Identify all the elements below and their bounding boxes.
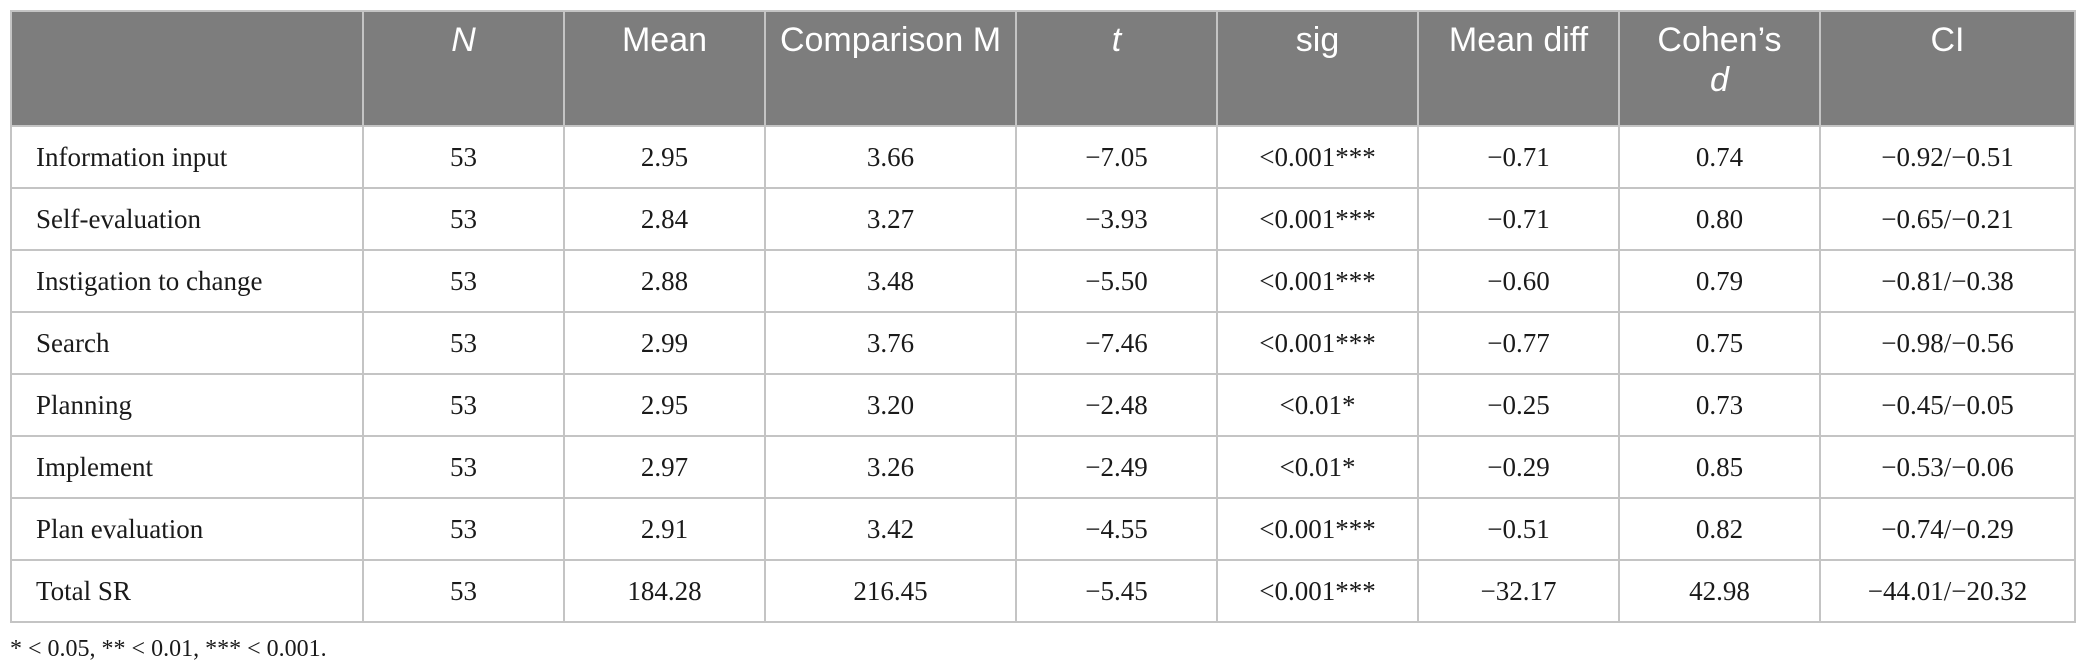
comparison-m-cell: 3.66 xyxy=(764,125,1017,189)
sig-cell: <0.001*** xyxy=(1216,559,1419,623)
row-label: Implement xyxy=(10,435,364,499)
n-cell: 53 xyxy=(362,187,565,251)
mean-diff-cell: −0.71 xyxy=(1417,187,1620,251)
ci-cell: −0.45/−0.05 xyxy=(1819,373,2076,437)
t-cell: −2.49 xyxy=(1015,435,1218,499)
n-cell: 53 xyxy=(362,125,565,189)
sig-cell: <0.01* xyxy=(1216,373,1419,437)
mean-cell: 184.28 xyxy=(563,559,766,623)
table-footnote: * < 0.05, ** < 0.01, *** < 0.001. xyxy=(10,636,327,662)
t-cell: −7.46 xyxy=(1015,311,1218,375)
table-row: Instigation to change 53 2.88 3.48 −5.50 <0.0… xyxy=(10,249,2076,313)
comparison-m-cell: 3.26 xyxy=(764,435,1017,499)
mean-diff-cell: −0.25 xyxy=(1417,373,1620,437)
mean-diff-cell: −0.29 xyxy=(1417,435,1620,499)
cohens-d-cell: 0.73 xyxy=(1618,373,1821,437)
table-row: Self-evaluation 53 2.84 3.27 −3.93 <0.001*** −… xyxy=(10,187,2076,251)
t-cell: −5.45 xyxy=(1015,559,1218,623)
table-row: Search 53 2.99 3.76 −7.46 <0.001*** −0.77 0.75−… xyxy=(10,311,2076,375)
table-header: N Mean Comparison M t sig Mean diff Cohe… xyxy=(10,10,2076,127)
mean-cell: 2.91 xyxy=(563,497,766,561)
row-label: Search xyxy=(10,311,364,375)
header-cohens-d-letter: d xyxy=(1710,61,1729,99)
mean-diff-cell: −0.60 xyxy=(1417,249,1620,313)
mean-cell: 2.97 xyxy=(563,435,766,499)
table-body: Information input 53 2.95 3.66 −7.05 <0.001**… xyxy=(10,125,2076,623)
ci-cell: −0.53/−0.06 xyxy=(1819,435,2076,499)
row-label: Self-evaluation xyxy=(10,187,364,251)
sig-cell: <0.01* xyxy=(1216,435,1419,499)
header-ci: CI xyxy=(1819,10,2076,127)
comparison-m-cell: 3.76 xyxy=(764,311,1017,375)
cohens-d-cell: 0.82 xyxy=(1618,497,1821,561)
t-cell: −3.93 xyxy=(1015,187,1218,251)
sig-cell: <0.001*** xyxy=(1216,311,1419,375)
header-mean: Mean xyxy=(563,10,766,127)
cohens-d-cell: 0.74 xyxy=(1618,125,1821,189)
cohens-d-cell: 42.98 xyxy=(1618,559,1821,623)
row-label: Information input xyxy=(10,125,364,189)
ci-cell: −0.74/−0.29 xyxy=(1819,497,2076,561)
header-t: t xyxy=(1015,10,1218,127)
n-cell: 53 xyxy=(362,559,565,623)
n-cell: 53 xyxy=(362,373,565,437)
mean-diff-cell: −32.17 xyxy=(1417,559,1620,623)
table-row: Information input 53 2.95 3.66 −7.05 <0.001**… xyxy=(10,125,2076,189)
table-row: Implement 53 2.97 3.26 −2.49 <0.01* −0.29 0.85−… xyxy=(10,435,2076,499)
results-table-container: N Mean Comparison M t sig Mean diff Cohe… xyxy=(10,10,2076,623)
table-row: Total SR 53 184.28 216.45 −5.45 <0.001*** −32.… xyxy=(10,559,2076,623)
mean-diff-cell: −0.77 xyxy=(1417,311,1620,375)
n-cell: 53 xyxy=(362,311,565,375)
n-cell: 53 xyxy=(362,435,565,499)
header-cohens-d: Cohen’s d xyxy=(1618,10,1821,127)
comparison-m-cell: 3.42 xyxy=(764,497,1017,561)
comparison-m-cell: 3.48 xyxy=(764,249,1017,313)
ci-cell: −0.81/−0.38 xyxy=(1819,249,2076,313)
mean-diff-cell: −0.71 xyxy=(1417,125,1620,189)
header-row: N Mean Comparison M t sig Mean diff Cohe… xyxy=(10,10,2076,127)
header-mean-diff: Mean diff xyxy=(1417,10,1620,127)
cohens-d-cell: 0.79 xyxy=(1618,249,1821,313)
mean-cell: 2.95 xyxy=(563,125,766,189)
cohens-d-cell: 0.75 xyxy=(1618,311,1821,375)
header-blank xyxy=(10,10,364,127)
cohens-d-cell: 0.80 xyxy=(1618,187,1821,251)
mean-cell: 2.84 xyxy=(563,187,766,251)
sig-cell: <0.001*** xyxy=(1216,187,1419,251)
ci-cell: −44.01/−20.32 xyxy=(1819,559,2076,623)
n-cell: 53 xyxy=(362,497,565,561)
t-cell: −2.48 xyxy=(1015,373,1218,437)
n-cell: 53 xyxy=(362,249,565,313)
table-row: Planning 53 2.95 3.20 −2.48 <0.01* −0.25 0.73 −0… xyxy=(10,373,2076,437)
sig-cell: <0.001*** xyxy=(1216,125,1419,189)
row-label: Total SR xyxy=(10,559,364,623)
ci-cell: −0.98/−0.56 xyxy=(1819,311,2076,375)
mean-cell: 2.95 xyxy=(563,373,766,437)
ci-cell: −0.92/−0.51 xyxy=(1819,125,2076,189)
header-cohens-label: Cohen’s xyxy=(1657,21,1782,59)
mean-cell: 2.88 xyxy=(563,249,766,313)
header-sig: sig xyxy=(1216,10,1419,127)
comparison-m-cell: 3.20 xyxy=(764,373,1017,437)
row-label: Plan evaluation xyxy=(10,497,364,561)
results-table: N Mean Comparison M t sig Mean diff Cohe… xyxy=(10,10,2076,623)
sig-cell: <0.001*** xyxy=(1216,497,1419,561)
table-row: Plan evaluation 53 2.91 3.42 −4.55 <0.001*** −… xyxy=(10,497,2076,561)
ci-cell: −0.65/−0.21 xyxy=(1819,187,2076,251)
cohens-d-cell: 0.85 xyxy=(1618,435,1821,499)
t-cell: −7.05 xyxy=(1015,125,1218,189)
mean-diff-cell: −0.51 xyxy=(1417,497,1620,561)
comparison-m-cell: 3.27 xyxy=(764,187,1017,251)
comparison-m-cell: 216.45 xyxy=(764,559,1017,623)
row-label: Planning xyxy=(10,373,364,437)
mean-cell: 2.99 xyxy=(563,311,766,375)
sig-cell: <0.001*** xyxy=(1216,249,1419,313)
header-n: N xyxy=(362,10,565,127)
row-label: Instigation to change xyxy=(10,249,364,313)
t-cell: −4.55 xyxy=(1015,497,1218,561)
t-cell: −5.50 xyxy=(1015,249,1218,313)
header-comparison-m: Comparison M xyxy=(764,10,1017,127)
